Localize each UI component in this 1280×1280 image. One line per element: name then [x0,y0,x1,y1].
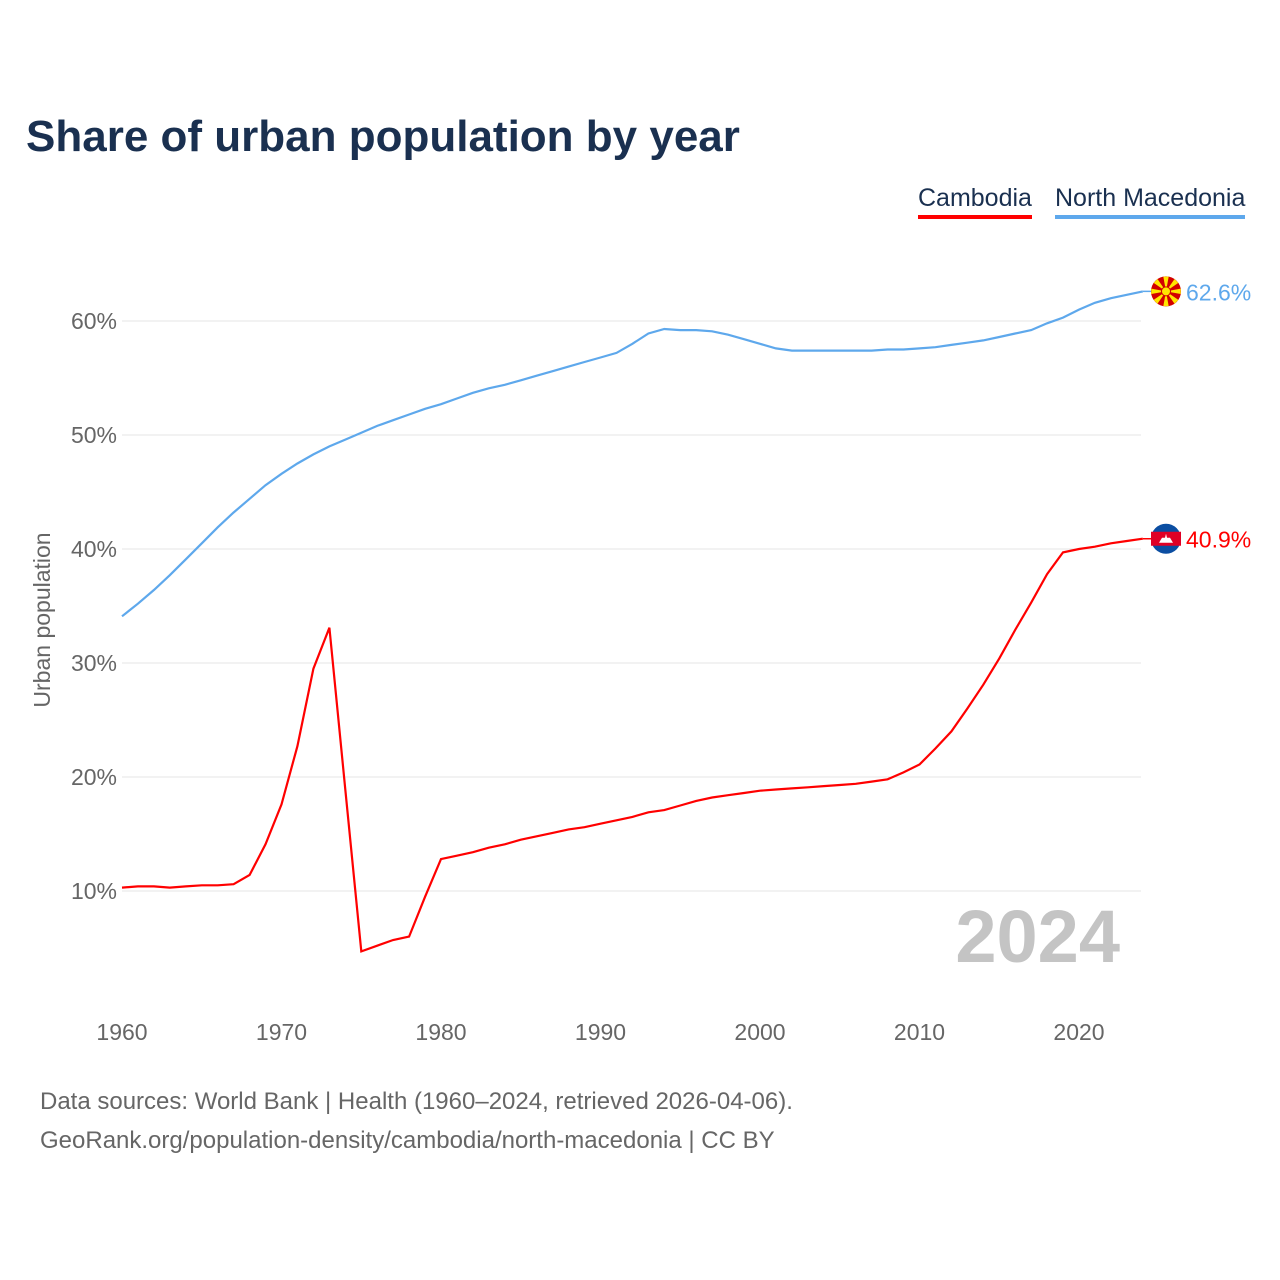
x-tick-label: 1960 [96,1019,147,1045]
cambodia-flag-icon [1151,523,1181,554]
source-line-1: Data sources: World Bank | Health (1960–… [40,1088,793,1115]
end-value-label: 40.9% [1186,527,1251,553]
end-value-label: 62.6% [1186,279,1251,305]
series-line-north-macedonia[interactable] [121,290,1144,618]
x-tick-label: 1970 [256,1019,307,1045]
x-tick-label: 1990 [575,1019,626,1045]
series-line-cambodia[interactable] [121,537,1143,953]
y-tick-label: 60% [71,308,117,334]
y-tick-label: 50% [71,422,117,448]
legend-north-macedonia[interactable]: North Macedonia [1055,184,1246,219]
y-tick-label: 10% [71,878,117,904]
y-tick-label: 20% [71,764,117,790]
x-tick-label: 2020 [1053,1019,1104,1045]
y-axis-label: Urban population [29,532,55,707]
x-tick-label: 2000 [734,1019,785,1045]
source-line-2[interactable]: GeoRank.org/population-density/cambodia/… [40,1127,775,1154]
y-tick-label: 30% [71,650,117,676]
x-tick-label: 1980 [415,1019,466,1045]
year-watermark: 2024 [955,895,1120,978]
north-macedonia-flag-icon [1151,276,1181,307]
y-tick-label: 40% [71,536,117,562]
x-tick-label: 2010 [894,1019,945,1045]
chart-title: Share of urban population by year [26,112,740,161]
legend-cambodia[interactable]: Cambodia [918,184,1032,219]
